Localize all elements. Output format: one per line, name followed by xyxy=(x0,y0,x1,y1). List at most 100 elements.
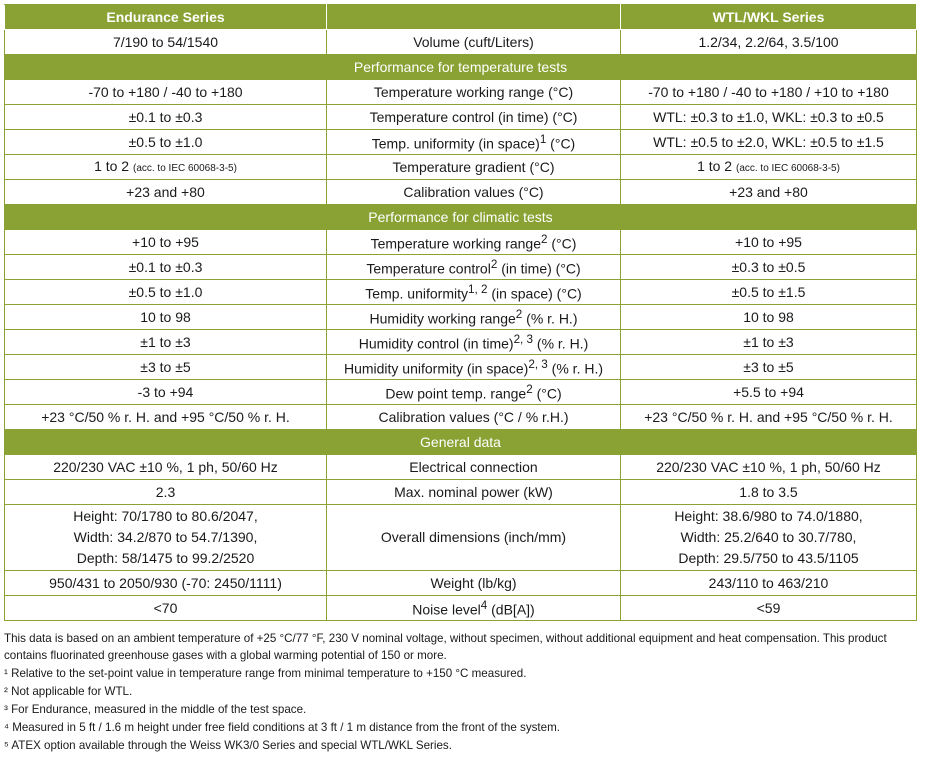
label-unit: (in time) (°C) xyxy=(497,260,581,277)
endurance-value: -70 to +180 / -40 to +180 xyxy=(4,79,327,105)
wtl-wkl-value: 1.8 to 3.5 xyxy=(620,479,917,505)
endurance-value: ±0.1 to ±0.3 xyxy=(4,254,327,280)
label-unit: (dB[A]) xyxy=(487,601,535,618)
spec-label: Overall dimensions (inch/mm) xyxy=(326,504,621,571)
endurance-value: ±3 to ±5 xyxy=(4,354,327,380)
spec-label: Temperature working range (°C) xyxy=(326,79,621,105)
dimension-width: Width: 34.2/870 to 54.7/1390, xyxy=(73,529,258,545)
header-wtl-wkl-series: WTL/WKL Series xyxy=(620,4,917,30)
footnote-intro: This data is based on an ambient tempera… xyxy=(4,632,887,662)
label-text: Noise level xyxy=(412,601,481,618)
footnotes: This data is based on an ambient tempera… xyxy=(4,630,916,755)
spec-label: Temp. uniformity (in space)1 (°C) xyxy=(326,129,621,155)
section-title: Performance for climatic tests xyxy=(4,204,917,230)
spec-label: Volume (cuft/Liters) xyxy=(326,29,621,55)
endurance-value: +10 to +95 xyxy=(4,229,327,255)
spec-label: Temperature control (in time) (°C) xyxy=(326,104,621,130)
footnote-ref: 2, 3 xyxy=(528,358,548,372)
table-row: ±0.1 to ±0.3 Temperature control2 (in ti… xyxy=(4,254,917,280)
endurance-value: -3 to +94 xyxy=(4,379,327,405)
endurance-value: ±1 to ±3 xyxy=(4,329,327,355)
spec-comparison-table: Endurance Series WTL/WKL Series 7/190 to… xyxy=(4,4,917,621)
spec-label: Humidity working range2 (% r. H.) xyxy=(326,304,621,330)
spec-label: Calibration values (°C / % r.H.) xyxy=(326,404,621,430)
label-text: Temperature working range xyxy=(370,235,541,252)
footnote-1: ¹ Relative to the set-point value in tem… xyxy=(4,667,527,680)
endurance-value: <70 xyxy=(4,595,327,621)
section-title: Performance for temperature tests xyxy=(4,54,917,80)
spec-label: Temperature control2 (in time) (°C) xyxy=(326,254,621,280)
dimension-depth: Depth: 58/1475 to 99.2/2520 xyxy=(76,550,255,566)
label-unit: (°C) xyxy=(546,135,576,152)
table-row: ±1 to ±3 Humidity control (in time)2, 3 … xyxy=(4,329,917,355)
dimension-depth: Depth: 29.5/750 to 43.5/1105 xyxy=(678,550,859,566)
wtl-wkl-value: 243/110 to 463/210 xyxy=(620,570,917,596)
footnote-ref: 1 xyxy=(539,133,547,147)
spec-label: Max. nominal power (kW) xyxy=(326,479,621,505)
endurance-value: 10 to 98 xyxy=(4,304,327,330)
spec-label: Calibration values (°C) xyxy=(326,179,621,205)
wtl-wkl-value: 10 to 98 xyxy=(620,304,917,330)
label-unit: (°C) xyxy=(532,385,562,402)
endurance-value: 2.3 xyxy=(4,479,327,505)
endurance-value: Height: 70/1780 to 80.6/2047, Width: 34.… xyxy=(4,504,327,571)
section-title: General data xyxy=(4,429,917,455)
label-text: Temp. uniformity (in space) xyxy=(371,135,540,152)
header-middle xyxy=(326,4,621,30)
dimension-height: Height: 38.6/980 to 74.0/1880, xyxy=(674,508,863,524)
table-row: ±3 to ±5 Humidity uniformity (in space)2… xyxy=(4,354,917,380)
table-row-weight: 950/431 to 2050/930 (-70: 2450/1111) Wei… xyxy=(4,570,917,596)
wtl-wkl-value: ±1 to ±3 xyxy=(620,329,917,355)
label-unit: (% r. H.) xyxy=(522,310,578,327)
wtl-wkl-value: +23 °C/50 % r. H. and +95 °C/50 % r. H. xyxy=(620,404,917,430)
table-header-row: Endurance Series WTL/WKL Series xyxy=(4,4,917,30)
footnote-ref: 2 xyxy=(541,233,548,247)
footnote-2: ² Not applicable for WTL. xyxy=(4,685,133,698)
table-row: +23 °C/50 % r. H. and +95 °C/50 % r. H. … xyxy=(4,404,917,430)
spec-label: Dew point temp. range2 (°C) xyxy=(326,379,621,405)
label-text: Temp. uniformity xyxy=(365,285,468,302)
spec-label: Weight (lb/kg) xyxy=(326,570,621,596)
endurance-value: ±0.5 to ±1.0 xyxy=(4,279,327,305)
table-row: 1 to 2 (acc. to IEC 60068-3-5) Temperatu… xyxy=(4,154,917,180)
spec-label: Electrical connection xyxy=(326,454,621,480)
table-row-dimensions: Height: 70/1780 to 80.6/2047, Width: 34.… xyxy=(4,504,917,571)
footnote-5: ⁵ ATEX option available through the Weis… xyxy=(4,739,452,752)
wtl-wkl-value: Height: 38.6/980 to 74.0/1880, Width: 25… xyxy=(620,504,917,571)
wtl-wkl-value: <59 xyxy=(620,595,917,621)
wtl-wkl-value: 220/230 VAC ±10 %, 1 ph, 50/60 Hz xyxy=(620,454,917,480)
table-row: -3 to +94 Dew point temp. range2 (°C) +5… xyxy=(4,379,917,405)
label-unit: (in space) (°C) xyxy=(487,285,582,302)
label-text: Temperature control xyxy=(366,260,491,277)
label-text: Humidity working range xyxy=(369,310,516,327)
footnote-ref: 2, 3 xyxy=(513,333,534,347)
footnote-ref: 2 xyxy=(526,383,533,397)
wtl-wkl-value: ±3 to ±5 xyxy=(620,354,917,380)
footnote-4: ⁴ Measured in 5 ft / 1.6 m height under … xyxy=(4,721,560,734)
label-text: Humidity control (in time) xyxy=(358,335,514,352)
table-row: -70 to +180 / -40 to +180 Temperature wo… xyxy=(4,79,917,105)
endurance-value: +23 and +80 xyxy=(4,179,327,205)
value-main: 1 to 2 xyxy=(697,157,733,174)
section-general-data: General data xyxy=(4,429,917,455)
section-climatic-tests: Performance for climatic tests xyxy=(4,204,917,230)
table-row: ±0.1 to ±0.3 Temperature control (in tim… xyxy=(4,104,917,130)
wtl-wkl-value: ±0.3 to ±0.5 xyxy=(620,254,917,280)
label-text: Humidity uniformity (in space) xyxy=(343,360,529,377)
header-endurance-series: Endurance Series xyxy=(4,4,327,30)
table-row: +23 and +80 Calibration values (°C) +23 … xyxy=(4,179,917,205)
wtl-wkl-value: 1 to 2 (acc. to IEC 60068-3-5) xyxy=(620,154,917,180)
table-row-volume: 7/190 to 54/1540 Volume (cuft/Liters) 1.… xyxy=(4,29,917,55)
endurance-value: 950/431 to 2050/930 (-70: 2450/1111) xyxy=(4,570,327,596)
spec-label: Temperature working range2 (°C) xyxy=(326,229,621,255)
endurance-value: 1 to 2 (acc. to IEC 60068-3-5) xyxy=(4,154,327,180)
wtl-wkl-value: WTL: ±0.5 to ±2.0, WKL: ±0.5 to ±1.5 xyxy=(620,129,917,155)
wtl-wkl-value: -70 to +180 / -40 to +180 / +10 to +180 xyxy=(620,79,917,105)
table-row-noise: <70 Noise level4 (dB[A]) <59 xyxy=(4,595,917,621)
footnote-3: ³ For Endurance, measured in the middle … xyxy=(4,703,307,716)
table-row: +10 to +95 Temperature working range2 (°… xyxy=(4,229,917,255)
value-main: 1 to 2 xyxy=(94,157,130,174)
endurance-value: 7/190 to 54/1540 xyxy=(4,29,327,55)
label-unit: (°C) xyxy=(547,235,577,252)
footnote-ref: 2 xyxy=(490,258,498,272)
